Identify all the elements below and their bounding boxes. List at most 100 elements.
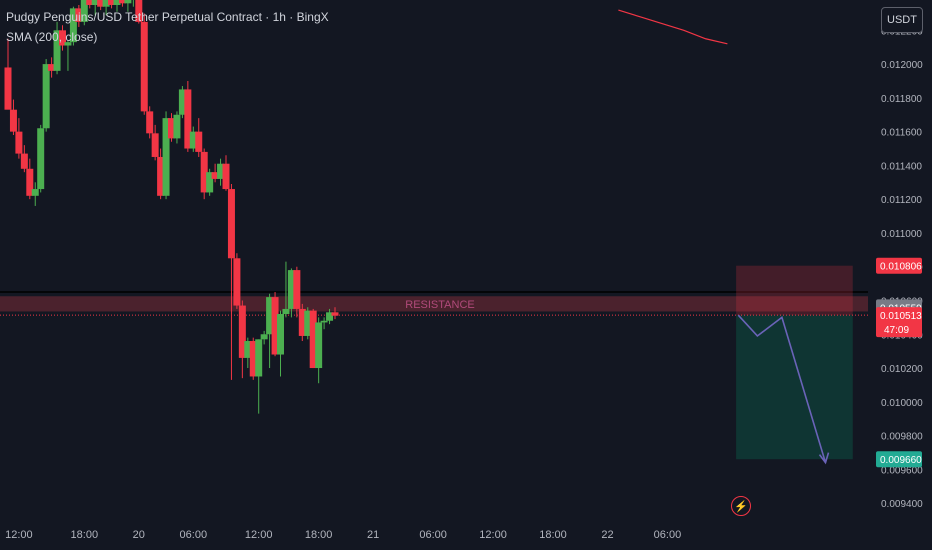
candle <box>178 86 186 119</box>
time-tick-label: 12:00 <box>479 529 507 541</box>
candle-body <box>178 89 186 115</box>
candle <box>266 293 274 369</box>
candle <box>69 6 77 46</box>
candle-body <box>244 341 252 358</box>
price-tick-label: 0.009600 <box>881 465 923 476</box>
candle-body <box>97 0 105 7</box>
price-tick-label: 0.009800 <box>881 432 923 443</box>
candle-body <box>157 156 165 196</box>
candle-body <box>162 118 170 196</box>
candle-body <box>233 258 241 306</box>
candle-body <box>4 67 12 110</box>
candle-body <box>86 0 94 6</box>
time-tick-label: 12:00 <box>245 529 273 541</box>
candle <box>206 168 214 196</box>
candle <box>326 308 334 325</box>
time-axis[interactable]: 12:00 18:00 20 06:00 12:00 18:00 21 06:00 12:00 1… <box>5 529 681 541</box>
price-tick-label: 0.012000 <box>881 60 923 71</box>
price-label-text: 0.010513 <box>880 311 922 322</box>
candle-body <box>260 334 268 340</box>
price-tick-label: 0.009400 <box>881 499 923 510</box>
resistance-label: RESISTANCE <box>405 299 474 311</box>
candle-body <box>75 8 83 22</box>
candle <box>282 261 290 318</box>
candle-body <box>200 151 208 193</box>
candle-body <box>255 339 263 377</box>
currency-button[interactable]: USDT <box>881 7 923 33</box>
candle-body <box>53 30 61 71</box>
candle <box>118 0 126 7</box>
candle-body <box>298 308 306 336</box>
candle <box>260 330 268 345</box>
candle-body <box>320 320 328 323</box>
time-tick-label: 06:00 <box>180 529 208 541</box>
candle <box>184 80 192 152</box>
candle-body <box>293 270 301 309</box>
price-label-bg <box>876 451 922 468</box>
candle <box>151 124 159 161</box>
sma-line <box>618 9 728 45</box>
sma-layer <box>618 9 728 45</box>
candle <box>271 292 279 357</box>
candle-body <box>217 163 225 179</box>
candle <box>217 158 225 186</box>
candle-body <box>206 172 214 193</box>
candle <box>75 5 83 27</box>
candle <box>320 317 328 330</box>
candle-body <box>271 297 279 355</box>
time-tick-label: 21 <box>367 529 379 541</box>
candle <box>113 0 121 12</box>
candle <box>9 99 17 136</box>
candle <box>37 124 45 193</box>
price-tick-label: 0.011200 <box>881 195 922 206</box>
candle-body <box>277 314 284 355</box>
candle <box>249 337 257 380</box>
candle <box>42 59 50 132</box>
candle <box>4 38 12 110</box>
candle-body <box>118 0 126 4</box>
candle <box>293 266 301 318</box>
candle <box>238 300 246 379</box>
price-label-text: 0.009660 <box>880 455 922 466</box>
candle-body <box>113 0 121 6</box>
time-tick-label: 12:00 <box>5 529 33 541</box>
lightning-icon[interactable]: ⚡ <box>731 496 751 516</box>
candle <box>162 111 170 200</box>
candle-body <box>102 0 110 7</box>
candle <box>64 40 72 71</box>
price-tick-label: 0.011400 <box>881 161 922 172</box>
candle <box>304 307 312 340</box>
candle <box>20 145 28 173</box>
candle-body <box>249 341 257 377</box>
time-tick-label: 18:00 <box>539 529 567 541</box>
time-tick-label: 22 <box>601 529 613 541</box>
candle-body <box>42 64 50 129</box>
candle <box>331 307 339 320</box>
price-label-bg <box>876 257 922 274</box>
chart-title: Pudgy Penguins/USD Tether Perpetual Cont… <box>6 10 329 24</box>
candle-body <box>59 30 66 46</box>
candle-body <box>80 0 88 22</box>
price-label-badge: 0.009660 <box>876 451 922 468</box>
candle <box>309 308 317 369</box>
candle-body <box>211 172 219 179</box>
price-axis[interactable]: 0.0122000.0120000.0118000.0116000.011400… <box>868 0 932 550</box>
candle-body <box>48 64 56 71</box>
candle-body <box>315 322 323 369</box>
time-tick-label: 06:00 <box>419 529 447 541</box>
candle-body <box>146 111 154 134</box>
candle-body <box>168 118 175 139</box>
candle-body <box>238 305 246 358</box>
indicator-legend[interactable]: SMA (200, close) <box>6 30 98 44</box>
candle-body <box>227 189 235 259</box>
candle-body <box>326 312 334 321</box>
candle <box>255 339 263 414</box>
candle <box>315 317 323 384</box>
candle-body <box>173 114 181 139</box>
candle <box>26 158 34 200</box>
candle <box>168 113 175 142</box>
candle-body <box>195 131 203 152</box>
candle <box>298 303 306 342</box>
take-profit-zone <box>736 315 853 460</box>
